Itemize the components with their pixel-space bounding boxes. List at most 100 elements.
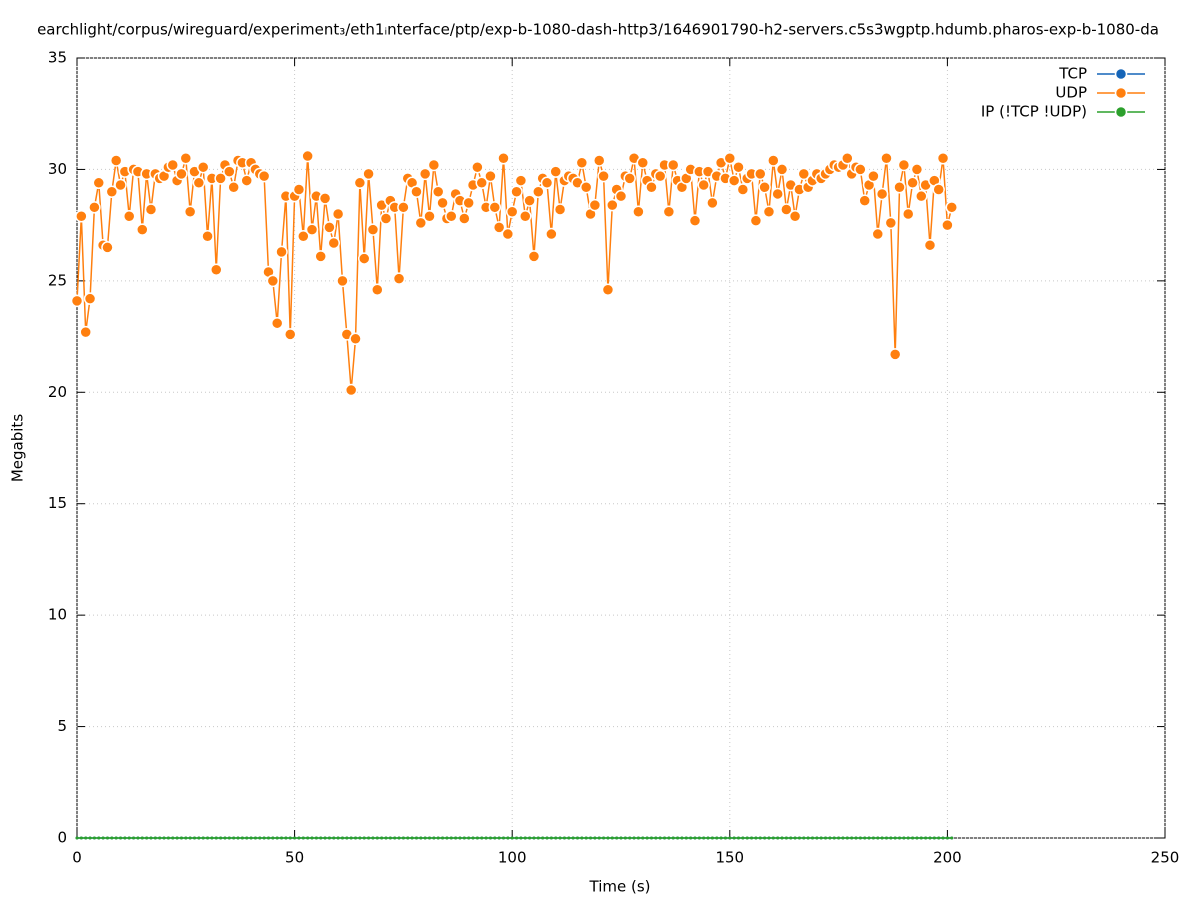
data-point	[902, 836, 906, 840]
data-point	[397, 836, 401, 840]
data-point	[88, 836, 92, 840]
data-point	[715, 836, 719, 840]
data-point	[501, 836, 505, 840]
data-point	[497, 152, 510, 165]
data-point	[841, 152, 854, 165]
data-point	[101, 241, 114, 254]
data-point	[780, 203, 793, 216]
data-point	[109, 154, 123, 167]
data-point	[876, 836, 880, 840]
data-point	[340, 836, 344, 840]
data-point	[127, 836, 131, 840]
data-point	[593, 836, 597, 840]
data-point	[854, 836, 858, 840]
data-point	[528, 836, 532, 840]
legend-label: TCP	[1058, 65, 1087, 83]
legend-marker	[1114, 67, 1128, 81]
data-point	[676, 836, 680, 840]
data-point	[884, 836, 888, 840]
data-point	[436, 836, 440, 840]
data-point	[510, 836, 514, 840]
data-point	[689, 836, 693, 840]
data-point	[763, 836, 767, 840]
data-point	[754, 836, 758, 840]
data-point	[684, 836, 688, 840]
data-point	[227, 836, 231, 840]
data-point	[519, 836, 523, 840]
data-point	[697, 836, 701, 840]
data-point	[475, 836, 479, 840]
data-point	[462, 836, 466, 840]
data-point	[245, 836, 249, 840]
data-point	[162, 836, 166, 840]
data-point	[680, 836, 684, 840]
data-point	[319, 836, 323, 840]
data-point	[314, 250, 327, 263]
data-point	[558, 836, 562, 840]
data-point	[797, 167, 811, 181]
data-point	[153, 836, 157, 840]
data-point	[741, 836, 745, 840]
data-point	[545, 227, 558, 241]
data-point	[758, 181, 771, 194]
data-point	[575, 156, 589, 169]
data-point	[136, 223, 149, 236]
data-point	[901, 207, 915, 221]
data-point	[301, 149, 314, 163]
data-point	[653, 169, 667, 183]
data-point	[284, 836, 288, 840]
data-point	[797, 836, 801, 840]
data-point	[379, 212, 393, 225]
data-point	[667, 836, 671, 840]
data-point	[467, 836, 471, 840]
data-point	[893, 181, 906, 194]
data-point	[123, 836, 127, 840]
data-point	[623, 172, 636, 185]
data-point	[645, 181, 658, 194]
data-point	[227, 181, 240, 194]
data-point	[179, 836, 183, 840]
x-tick-label: 50	[285, 849, 304, 867]
data-point	[693, 836, 697, 840]
data-point	[136, 836, 140, 840]
data-point	[183, 205, 197, 219]
data-point	[710, 836, 714, 840]
data-point	[788, 209, 802, 223]
data-point	[806, 836, 810, 840]
data-point	[423, 209, 436, 223]
data-point	[140, 836, 144, 840]
data-point	[519, 209, 532, 223]
y-tick-label: 35	[48, 49, 67, 67]
data-point	[784, 836, 788, 840]
data-point	[419, 836, 423, 840]
data-point	[122, 209, 136, 223]
data-point	[114, 178, 127, 192]
data-point	[871, 836, 875, 840]
data-point	[145, 836, 149, 840]
data-point	[880, 836, 884, 840]
data-point	[871, 227, 885, 241]
data-point	[663, 836, 667, 840]
data-point	[802, 836, 806, 840]
data-point	[428, 836, 432, 840]
data-point	[166, 158, 179, 172]
data-point	[392, 272, 406, 285]
data-point	[240, 836, 244, 840]
data-point	[410, 185, 423, 198]
data-point	[431, 185, 445, 198]
data-point	[919, 836, 923, 840]
data-point	[223, 165, 236, 178]
data-point	[344, 383, 358, 397]
data-point	[749, 214, 763, 227]
data-point	[737, 836, 741, 840]
data-point	[275, 245, 288, 259]
data-point	[719, 836, 723, 840]
data-point	[305, 223, 319, 236]
data-point	[92, 836, 96, 840]
data-point	[649, 836, 653, 840]
data-point	[84, 836, 88, 840]
data-point	[745, 836, 749, 840]
data-point	[928, 836, 932, 840]
data-point	[514, 174, 528, 187]
data-point	[275, 836, 279, 840]
